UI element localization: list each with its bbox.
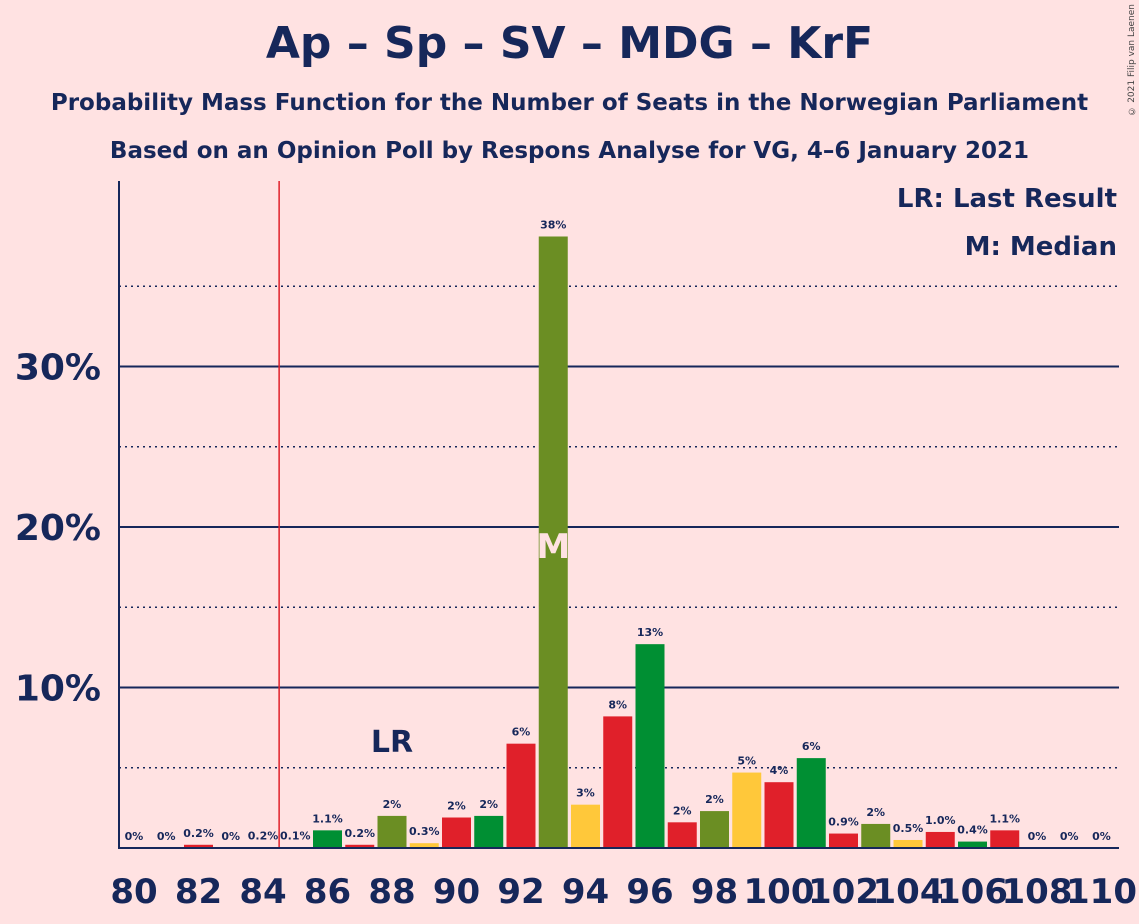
bar-value-label: 0% [221,830,240,843]
bar-seats-95 [603,716,633,848]
bar-seats-105 [925,831,955,848]
bar-value-label: 8% [608,698,627,711]
x-tick-label: 80 [110,872,157,912]
bar-seats-91 [474,815,504,848]
bar-value-label: 1.0% [925,814,956,827]
bar-value-label: 2% [383,798,402,811]
bar-seats-96 [635,644,665,848]
x-tick-label: 84 [239,872,286,912]
bar-seats-87 [345,844,375,848]
x-tick-label: 110 [1066,872,1137,912]
x-tick-label: 86 [304,872,351,912]
x-tick-label: 90 [433,872,480,912]
bar-value-label: 0% [1028,830,1047,843]
bar-seats-92 [506,743,536,848]
bar-value-label: 0% [125,830,144,843]
bar-value-label: 2% [479,798,498,811]
bar-value-label: 0.4% [957,824,988,837]
bar-seats-82 [184,844,213,848]
chart-source-line: Based on an Opinion Poll by Respons Anal… [109,138,1030,164]
bar-value-label: 0.9% [828,816,859,829]
bar-seats-103 [861,823,891,848]
bar-seats-101 [796,758,826,848]
x-tick-label: 92 [497,872,544,912]
bar-value-label: 6% [512,726,531,739]
bar-value-label: 0% [1060,830,1079,843]
chart-subtitle: Probability Mass Function for the Number… [50,90,1089,116]
bar-seats-86 [313,830,342,848]
bar-seats-93 [538,236,568,848]
bar-value-label: 1.1% [312,812,343,825]
x-tick-label: 94 [562,872,609,912]
x-tick-label: 108 [1002,872,1073,912]
bar-value-label: 0.3% [409,825,440,838]
bar-value-label: 2% [673,804,692,817]
bar-value-label: 0.2% [183,827,214,840]
x-tick-label: 82 [175,872,222,912]
legend-last-result: LR: Last Result [896,184,1117,214]
bar-value-label: 0.5% [893,822,924,835]
bar-value-label: 4% [770,764,789,777]
last-result-marker: LR [371,725,413,760]
bar-value-label: 0% [1092,830,1111,843]
bar-seats-89 [409,843,439,848]
x-tick-label: 98 [691,872,738,912]
chart-title: Ap – Sp – SV – MDG – KrF [265,18,874,69]
bar-value-label: 0.2% [344,827,375,840]
bar-value-label: 1.1% [989,812,1020,825]
y-tick-label: 30% [15,348,101,389]
legend-median: M: Median [964,232,1117,262]
bar-value-label: 2% [705,793,724,806]
bar-value-label: 38% [540,218,566,231]
x-tick-label: 88 [368,872,415,912]
bar-value-label: 0% [157,830,176,843]
bar-value-label: 2% [447,800,466,813]
bar-value-label: 13% [637,626,663,639]
bar-seats-106 [958,841,987,848]
bar-seats-107 [990,830,1020,848]
bar-seats-94 [571,804,600,848]
bar-seats-97 [667,822,697,848]
y-tick-label: 10% [15,669,101,710]
median-marker: M [536,527,570,567]
x-tick-label: 96 [626,872,673,912]
bar-seats-104 [893,839,923,848]
bar-seats-99 [732,772,762,848]
bar-value-label: 6% [802,740,821,753]
bar-value-label: 2% [866,806,885,819]
bar-value-label: 0.2% [248,830,279,843]
bar-seats-100 [764,782,794,848]
x-tick-label: 104 [873,872,944,912]
x-tick-label: 106 [937,872,1008,912]
bar-seats-88 [377,815,407,848]
bar-value-label: 3% [576,787,595,800]
x-tick-label: 102 [808,872,879,912]
bar-value-label: 0.1% [280,830,311,843]
bar-seats-98 [700,811,729,848]
y-tick-label: 20% [15,508,101,549]
bar-seats-90 [442,817,471,848]
bar-value-label: 5% [737,755,756,768]
x-tick-label: 100 [744,872,815,912]
bar-seats-102 [829,833,858,848]
